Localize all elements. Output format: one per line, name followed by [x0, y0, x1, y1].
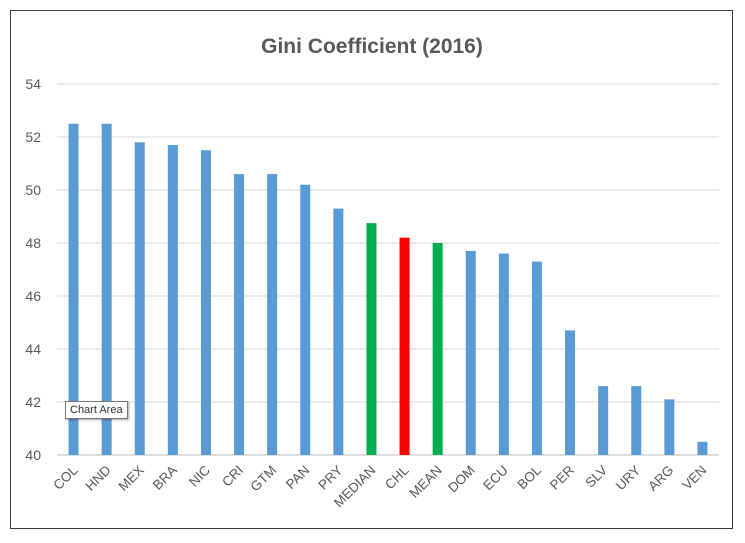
bar-cri[interactable] — [234, 174, 245, 455]
bar-chart: Gini Coefficient (2016) 40 42 44 46 48 50 52 54… — [25, 35, 719, 510]
x-tick-label-gtm: GTM — [247, 463, 279, 495]
bar-pan[interactable] — [300, 184, 311, 455]
x-tick-label-col: COL — [50, 462, 81, 493]
y-tick-label: 40 — [25, 447, 41, 463]
bar-pry[interactable] — [333, 208, 344, 455]
x-tick-label-bra: BRA — [150, 463, 180, 493]
y-tick-label: 42 — [25, 394, 41, 410]
bar-ecu[interactable] — [498, 253, 509, 455]
x-tick-label-pry: PRY — [315, 463, 345, 493]
bar-slv[interactable] — [598, 386, 609, 455]
bar-median[interactable] — [366, 223, 377, 455]
bar-bol[interactable] — [531, 261, 542, 455]
x-tick-label-nic: NIC — [186, 462, 213, 489]
x-tick-label-arg: ARG — [645, 463, 676, 494]
x-tick-label-ecu: ECU — [480, 463, 511, 494]
x-tick-label-slv: SLV — [582, 463, 610, 491]
bar-nic[interactable] — [200, 150, 211, 455]
bar-chl[interactable] — [399, 237, 410, 455]
bar-ven[interactable] — [697, 441, 708, 455]
chart-area[interactable]: Gini Coefficient (2016) 40 42 44 46 48 50 52 54… — [10, 10, 733, 529]
bar-mex[interactable] — [134, 142, 145, 456]
bar-mean[interactable] — [432, 243, 443, 455]
y-tick-label: 46 — [25, 288, 41, 304]
x-tick-label-per: PER — [547, 462, 577, 492]
bar-hnd[interactable] — [101, 123, 112, 455]
x-tick-label-ury: URY — [613, 463, 644, 494]
x-tick-label-pan: PAN — [283, 463, 313, 493]
y-tick-label: 50 — [25, 182, 41, 198]
y-tick-label: 48 — [25, 235, 41, 251]
bar-dom[interactable] — [465, 250, 476, 455]
x-tick-label-bol: BOL — [514, 462, 544, 492]
y-axis-tick-labels: 40 42 44 46 48 50 52 54 — [25, 76, 41, 463]
y-tick-label: 52 — [25, 129, 41, 145]
x-tick-label-mean: MEAN — [407, 463, 445, 501]
bar-arg[interactable] — [664, 399, 675, 455]
x-tick-label-ven: VEN — [679, 463, 709, 493]
bar-bra[interactable] — [167, 144, 178, 455]
bars — [68, 123, 708, 456]
y-tick-label: 44 — [25, 341, 41, 357]
x-tick-label-chl: CHL — [382, 462, 412, 492]
bar-ury[interactable] — [631, 386, 642, 455]
bar-per[interactable] — [565, 330, 576, 455]
chart-title: Gini Coefficient (2016) — [261, 35, 483, 58]
x-tick-label-hnd: HND — [82, 462, 113, 493]
x-tick-label-mex: MEX — [116, 463, 147, 494]
bar-col[interactable] — [68, 123, 79, 455]
chart-area-tooltip: Chart Area — [65, 401, 128, 419]
x-tick-label-cri: CRI — [219, 463, 246, 490]
x-tick-label-dom: DOM — [445, 463, 478, 496]
gridlines — [57, 83, 719, 456]
y-tick-label: 54 — [25, 76, 41, 92]
bar-gtm[interactable] — [267, 174, 278, 455]
